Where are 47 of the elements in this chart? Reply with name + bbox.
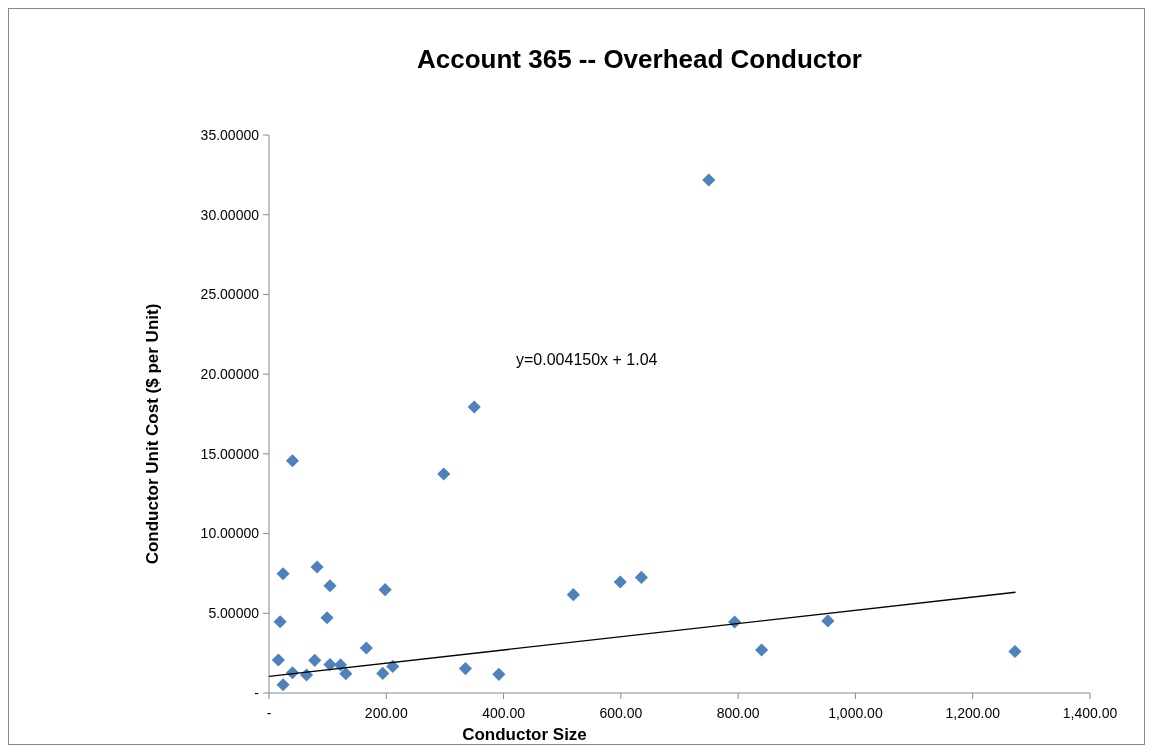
point <box>437 467 451 481</box>
x-tick-label: 200.00 <box>364 705 408 721</box>
point <box>276 678 290 692</box>
point <box>702 173 716 187</box>
point <box>755 643 769 657</box>
point <box>613 575 627 589</box>
point <box>1008 644 1022 659</box>
point <box>378 583 392 597</box>
point <box>376 666 390 680</box>
y-tick-label: 15.00000 <box>200 445 260 462</box>
x-tick-label: 1,400.00 <box>1062 705 1118 721</box>
y-tick-label: 5.00000 <box>208 605 260 622</box>
point <box>333 658 348 672</box>
point <box>323 658 337 672</box>
x-tick-label: - <box>266 705 272 721</box>
x-tick-label: 600.00 <box>599 705 643 721</box>
point <box>271 653 285 667</box>
y-tick-label: 25.00000 <box>200 286 260 303</box>
x-tick-label: 400.00 <box>482 705 526 721</box>
point <box>285 454 300 468</box>
point <box>273 615 287 629</box>
point <box>821 614 835 628</box>
point <box>359 641 373 655</box>
y-tick-label: - <box>254 684 260 701</box>
point <box>634 570 648 584</box>
point <box>276 567 290 581</box>
x-tick-label: 1,000.00 <box>828 705 883 721</box>
y-tick-label: 35.00000 <box>200 126 260 143</box>
point <box>467 400 481 414</box>
point <box>308 653 322 667</box>
y-tick-label: 20.00000 <box>200 366 260 383</box>
y-tick-label: 10.00000 <box>200 525 260 542</box>
x-axis-title: Conductor Size <box>462 725 587 744</box>
chart-title: Account 365 -- Overhead Conductor <box>417 44 862 74</box>
point <box>566 588 580 602</box>
x-tick-label: 1,200.00 <box>945 705 1001 721</box>
y-axis-title: Conductor Unit Cost ($ per Unit) <box>143 303 162 565</box>
point <box>310 560 324 574</box>
annotation: y=0.004150x + 1.04 <box>516 351 658 368</box>
point <box>492 667 506 681</box>
point <box>386 659 400 673</box>
point <box>320 611 334 625</box>
x-tick-label: 800.00 <box>716 705 760 721</box>
point <box>458 662 473 676</box>
y-tick-label: 30.00000 <box>200 206 260 223</box>
point <box>339 667 353 681</box>
point <box>323 579 337 593</box>
